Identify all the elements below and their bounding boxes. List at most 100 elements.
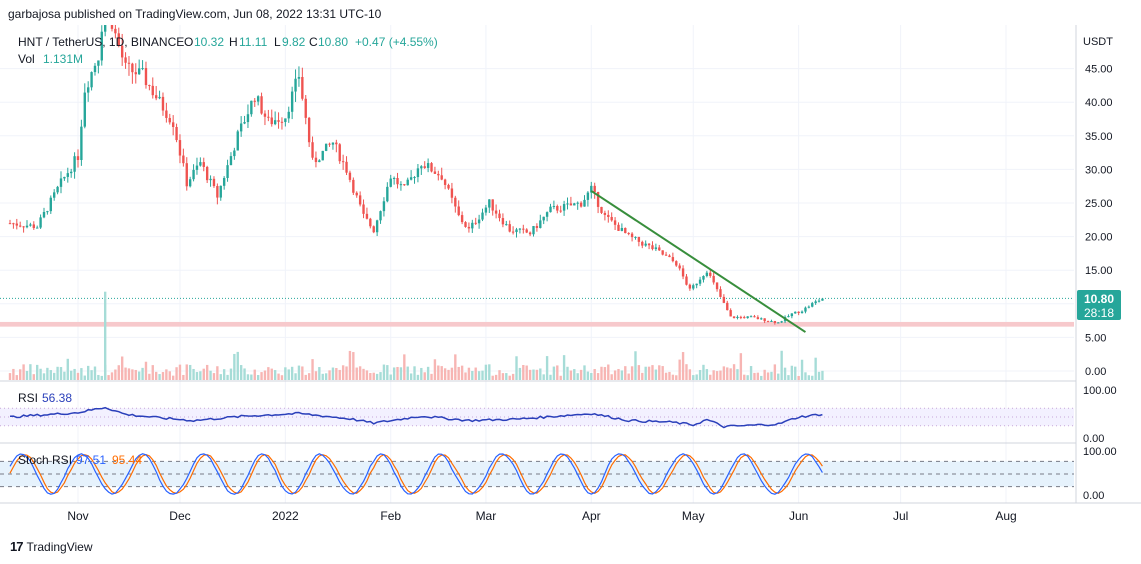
candle-body [131, 63, 134, 73]
volume-bar [477, 371, 481, 380]
candle-body [413, 177, 416, 179]
x-tick-label: Dec [169, 509, 190, 523]
y-tick-label: 20.00 [1085, 232, 1113, 244]
volume-bar [481, 370, 484, 380]
volume-bar [56, 366, 59, 380]
legend-high: 11.11 [239, 35, 268, 49]
candle-body [654, 247, 658, 250]
candle-body [743, 317, 746, 319]
candle-body [76, 156, 80, 160]
volume-bar [454, 354, 457, 380]
candle-body [460, 215, 464, 223]
candle-body [753, 316, 756, 318]
volume-bar [12, 368, 15, 380]
candle-body [229, 156, 233, 166]
price-badge-countdown: 28:18 [1084, 306, 1114, 320]
stoch-pane[interactable] [0, 453, 1074, 495]
volume-bar [709, 374, 712, 380]
volume-bar [382, 364, 386, 380]
volume-bar [535, 369, 539, 380]
candle-body [522, 228, 525, 230]
volume-bar [491, 375, 494, 380]
volume-bar [743, 374, 746, 380]
volume-bar [773, 364, 777, 380]
volume-bar [508, 375, 511, 380]
volume-bar [712, 370, 715, 380]
candle-body [341, 161, 345, 163]
candle-body [695, 283, 698, 286]
volume-bar [464, 372, 467, 380]
candle-body [698, 279, 702, 284]
volume-bar [624, 366, 627, 380]
volume-bar [766, 372, 770, 380]
volume-bar [260, 372, 263, 380]
rsi-pane[interactable] [0, 406, 1074, 429]
volume-bar [634, 351, 637, 380]
candle-body [178, 140, 182, 156]
candle-body [756, 317, 760, 320]
volume-bar [675, 375, 678, 380]
candle-body [552, 206, 556, 208]
volume-bar [236, 351, 239, 380]
footer-brand[interactable]: 17 TradingView [10, 539, 93, 554]
volume-bar [736, 369, 739, 380]
candle-body [702, 276, 705, 280]
candle-body [389, 178, 392, 187]
volume-bar [63, 371, 66, 380]
chart-svg[interactable]: Nov Dec 2022 Feb Mar Apr May Jun Jul Aug 45.00 40.0… [0, 25, 1141, 537]
volume-bar [800, 359, 804, 380]
volume-bar [83, 375, 86, 380]
volume-bar [127, 368, 131, 380]
y-tick-label: 30.00 [1085, 164, 1113, 176]
volume-bar [165, 369, 168, 380]
candle-body [705, 272, 709, 277]
candle-body [430, 163, 433, 172]
volume-bar [29, 364, 32, 380]
candle-body [362, 204, 365, 214]
candle-body [294, 78, 297, 92]
candle-body [773, 321, 777, 323]
volume-bar [566, 366, 569, 380]
candle-body [307, 117, 311, 143]
candle-body [539, 220, 542, 228]
x-tick-label: May [682, 509, 705, 523]
volume-bar [549, 374, 552, 380]
volume-bar [559, 375, 562, 380]
tradingview-logo: 17 [10, 539, 24, 554]
candle-body [25, 225, 29, 228]
volume-bar [484, 364, 488, 380]
volume-bar [222, 369, 226, 380]
candle-body [692, 285, 695, 289]
legend-vol-label: Vol [18, 52, 35, 66]
volume-bar [66, 358, 69, 380]
candle-body [352, 179, 355, 193]
volume-bar [617, 369, 620, 380]
volume-bar [719, 370, 722, 380]
candle-body [396, 177, 399, 185]
candle-body [464, 222, 467, 227]
volume-bar [229, 368, 233, 380]
price-badge-bg [1077, 290, 1121, 320]
volume-bar [358, 366, 362, 380]
volume-bar [182, 374, 185, 380]
volume-bar [154, 371, 158, 380]
candle-body [287, 111, 290, 119]
candle-body [127, 62, 131, 64]
volume-bar [460, 365, 464, 380]
volume-bar [120, 356, 124, 380]
candle-body [542, 216, 545, 221]
candle-body [671, 257, 675, 262]
candle-body [525, 229, 528, 233]
volume-bar [770, 371, 773, 380]
volume-bar [212, 373, 216, 380]
volume-bar [185, 364, 188, 380]
candle-body [617, 224, 620, 231]
volume-bar [627, 373, 630, 380]
volume-bar [73, 368, 76, 380]
candle-body [114, 28, 117, 34]
volume-bar [443, 368, 447, 380]
volume-bar [450, 367, 454, 380]
volume-bar [250, 374, 253, 380]
candle-body [549, 206, 552, 213]
candle-body [117, 33, 120, 46]
